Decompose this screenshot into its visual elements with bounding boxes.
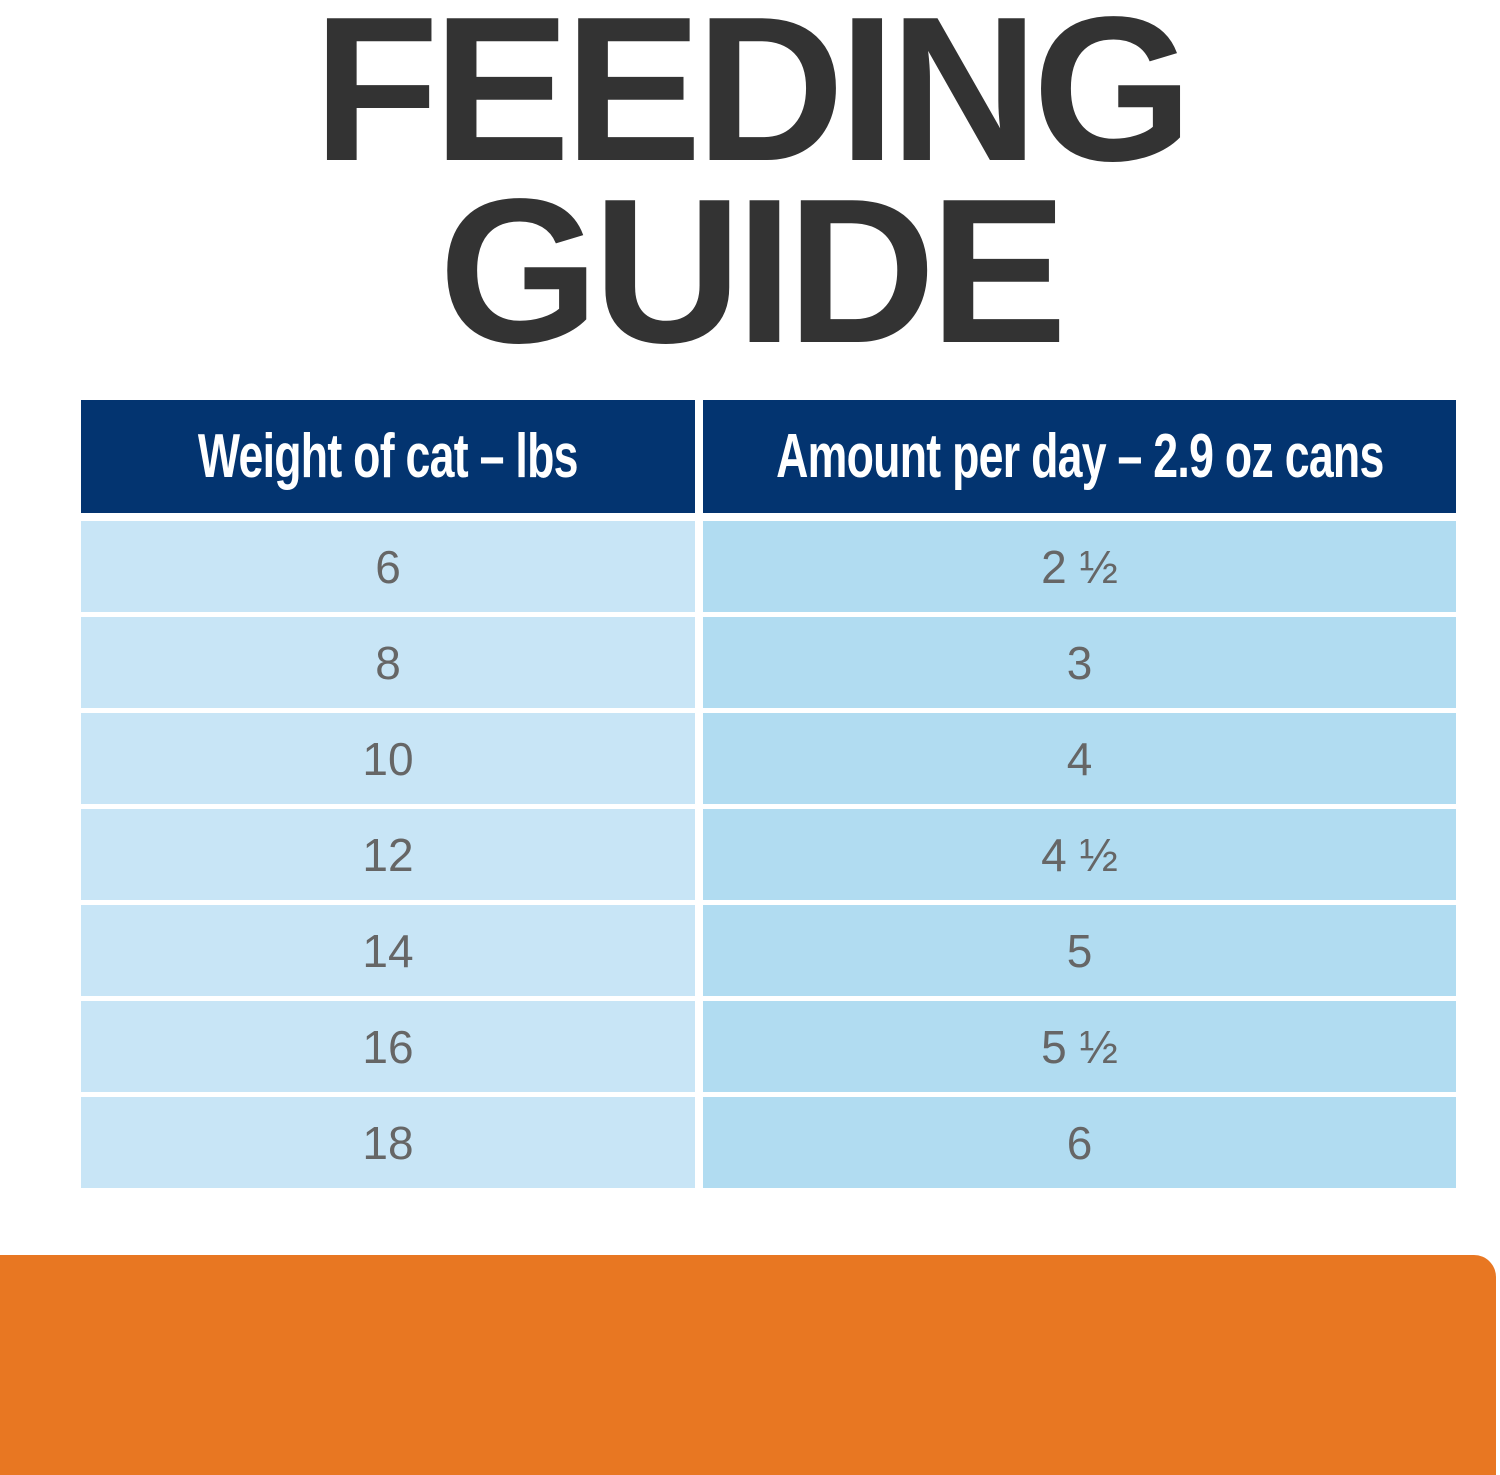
title-line-2: GUIDE	[438, 156, 1067, 386]
amount-cell: 6	[703, 1097, 1456, 1188]
weight-cell: 10	[81, 713, 695, 804]
table-row: 10 4	[81, 713, 1456, 804]
amount-cell: 4 ½	[703, 809, 1456, 900]
amount-cell: 3	[703, 617, 1456, 708]
header-weight: Weight of cat – lbs	[81, 400, 695, 513]
amount-cell: 5	[703, 905, 1456, 996]
feeding-table: Weight of cat – lbs Amount per day – 2.9…	[81, 400, 1456, 1193]
weight-cell: 8	[81, 617, 695, 708]
table-row: 18 6	[81, 1097, 1456, 1188]
table-row: 12 4 ½	[81, 809, 1456, 900]
title-line-1: FEEDING	[313, 0, 1193, 204]
orange-banner	[0, 1255, 1496, 1475]
weight-cell: 12	[81, 809, 695, 900]
header-amount: Amount per day – 2.9 oz cans	[703, 400, 1456, 513]
weight-cell: 6	[81, 521, 695, 612]
weight-cell: 16	[81, 1001, 695, 1092]
amount-cell: 4	[703, 713, 1456, 804]
weight-cell: 14	[81, 905, 695, 996]
table-header: Weight of cat – lbs Amount per day – 2.9…	[81, 400, 1456, 513]
amount-cell: 5 ½	[703, 1001, 1456, 1092]
table-row: 16 5 ½	[81, 1001, 1456, 1092]
table-row: 14 5	[81, 905, 1456, 996]
amount-cell: 2 ½	[703, 521, 1456, 612]
weight-cell: 18	[81, 1097, 695, 1188]
